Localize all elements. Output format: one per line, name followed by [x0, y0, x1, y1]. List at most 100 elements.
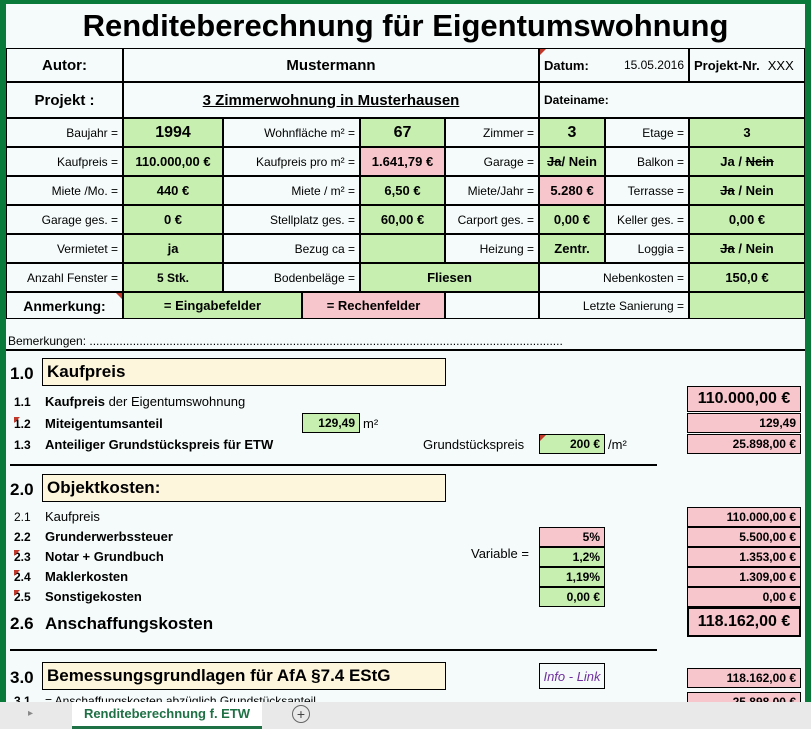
wohnflaeche-label: Wohnfläche m² =: [223, 118, 360, 147]
wohnflaeche-input[interactable]: 67: [360, 118, 445, 147]
garage-ja: Ja: [547, 154, 562, 169]
grundstueck-anteil-value: 25.898,00 €: [687, 434, 801, 454]
row-3-1-number: 3.1: [14, 694, 31, 702]
spreadsheet: Renditeberechnung für Eigentumswohnung A…: [6, 4, 805, 702]
objektkosten-value: 110.000,00 €: [687, 507, 801, 527]
projektnr-value: XXX: [767, 57, 794, 73]
terrasse-label: Terrasse =: [605, 176, 689, 205]
zimmer-input[interactable]: 3: [539, 118, 605, 147]
fenster-label: Anzahl Fenster =: [6, 263, 123, 292]
legend-calc-fields: = Rechenfelder: [302, 292, 445, 319]
etage-label: Etage =: [605, 118, 689, 147]
objektkosten-row-number: 2.5: [14, 590, 31, 604]
objektkosten-value: 1.309,00 €: [687, 567, 801, 587]
kaufpreis-input[interactable]: 110.000,00 €: [123, 147, 223, 176]
row-1-1-label: Kaufpreis der Eigentumswohnung: [45, 394, 245, 409]
boden-label: Bodenbeläge =: [223, 263, 360, 292]
vermietet-input[interactable]: ja: [123, 234, 223, 263]
objektkosten-row-label: Kaufpreis: [45, 509, 100, 524]
etage-input[interactable]: 3: [689, 118, 805, 147]
vermietet-label: Vermietet =: [6, 234, 123, 263]
miete-jahr-value: 5.280 €: [539, 176, 605, 205]
row-1-1-bold: Kaufpreis: [45, 394, 105, 409]
sanierung-input[interactable]: [689, 292, 805, 319]
section-1-number: 1.0: [10, 364, 34, 383]
projektnr-label: Projekt-Nr.: [694, 57, 760, 73]
objektkosten-value: 0,00 €: [687, 587, 801, 607]
objektkosten-row-number: 2.3: [14, 550, 31, 564]
objektkosten-row-label: Sonstigekosten: [45, 589, 142, 604]
row-1-1-number: 1.1: [14, 395, 31, 409]
bezug-input[interactable]: [360, 234, 445, 263]
objektkosten-row-label: Notar + Grundbuch: [45, 549, 164, 564]
carport-input[interactable]: 0,00 €: [539, 205, 605, 234]
terrasse-nein: Nein: [745, 183, 774, 198]
objektkosten-row-number: 2.4: [14, 570, 31, 584]
projektnr-cell[interactable]: Projekt-Nr. XXX: [689, 48, 805, 82]
balkon-toggle[interactable]: Ja / Nein: [689, 147, 805, 176]
miteigentum-input[interactable]: 129,49: [302, 413, 360, 433]
miete-qm-input[interactable]: 6,50 €: [360, 176, 445, 205]
loggia-toggle[interactable]: Ja / Nein: [689, 234, 805, 263]
objektkosten-rate[interactable]: 1,2%: [539, 547, 605, 567]
datum-value: 15.05.2016: [623, 58, 684, 72]
row-1-1-rest: der Eigentumswohnung: [104, 394, 246, 409]
nebenkosten-input[interactable]: 150,0 €: [689, 263, 805, 292]
sheet-tab-bar: ▸ Renditeberechnung f. ETW +: [0, 702, 811, 729]
baujahr-input[interactable]: 1994: [123, 118, 223, 147]
kaufpreis-total: 110.000,00 €: [687, 386, 801, 412]
stellplatz-input[interactable]: 60,00 €: [360, 205, 445, 234]
keller-input[interactable]: 0,00 €: [689, 205, 805, 234]
keller-label: Keller ges. =: [605, 205, 689, 234]
terrasse-toggle[interactable]: Ja / Nein: [689, 176, 805, 205]
autor-value[interactable]: Mustermann: [123, 48, 539, 82]
sheet-tab-renditeberechnung[interactable]: Renditeberechnung f. ETW: [72, 702, 262, 729]
row-1-2-label: Miteigentumsanteil: [45, 416, 163, 431]
plus-circle-icon[interactable]: +: [292, 705, 310, 723]
garage-ges-input[interactable]: 0 €: [123, 205, 223, 234]
objektkosten-rate[interactable]: 1,19%: [539, 567, 605, 587]
garage-sep: /: [561, 154, 566, 169]
baujahr-label: Baujahr =: [6, 118, 123, 147]
miteigentum-value: 129,49: [687, 413, 801, 433]
garage-nein: Nein: [568, 154, 597, 169]
section-2-number: 2.0: [10, 480, 34, 499]
objektkosten-row-number: 2.2: [14, 530, 31, 544]
miete-mo-input[interactable]: 440 €: [123, 176, 223, 205]
bemerkungen-line[interactable]: Bemerkungen: ...........................…: [8, 334, 563, 348]
miete-mo-label: Miete /Mo. =: [6, 176, 123, 205]
row-1-3-number: 1.3: [14, 438, 31, 452]
garage-toggle[interactable]: Ja / Nein: [539, 147, 605, 176]
legend-input-fields: = Eingabefelder: [123, 292, 302, 319]
projekt-value[interactable]: 3 Zimmerwohnung in Musterhausen: [123, 82, 539, 118]
stellplatz-label: Stellplatz ges. =: [223, 205, 360, 234]
variable-label: Variable =: [471, 546, 529, 561]
info-link[interactable]: Info - Link: [539, 663, 605, 689]
objektkosten-rate[interactable]: 0,00 €: [539, 587, 605, 607]
row-1-3-label: Anteiliger Grundstückspreis für ETW: [45, 437, 274, 452]
balkon-sep: /: [738, 154, 742, 169]
objektkosten-row-number: 2.1: [14, 510, 31, 524]
section-2-title: Objektkosten:: [42, 474, 446, 502]
divider: [6, 349, 805, 351]
datum-cell[interactable]: Datum: 15.05.2016: [539, 48, 689, 82]
row-3-1-label: = Anschaffungskosten abzüglich Grundstüc…: [45, 694, 316, 702]
row-1-2-number: 1.2: [14, 417, 31, 431]
anschaffungskosten-total: 118.162,00 €: [687, 607, 801, 637]
heizung-label: Heizung =: [445, 234, 539, 263]
datum-label: Datum:: [544, 57, 589, 73]
triangle-right-icon[interactable]: ▸: [28, 708, 34, 719]
empty-cell: [445, 292, 539, 319]
row-1-2-unit: m²: [363, 416, 379, 431]
boden-input[interactable]: Fliesen: [360, 263, 539, 292]
heizung-input[interactable]: Zentr.: [539, 234, 605, 263]
fenster-input[interactable]: 5 Stk.: [123, 263, 223, 292]
dateiname-label[interactable]: Dateiname:: [539, 82, 805, 118]
row-2-6-number: 2.6: [10, 614, 34, 633]
grundstueckspreis-input[interactable]: 200 €: [539, 434, 605, 454]
objektkosten-rate: 5%: [539, 527, 605, 547]
terrasse-sep: /: [738, 183, 742, 198]
garage-label: Garage =: [445, 147, 539, 176]
row-3-1-value: 25.898,00 €: [687, 692, 801, 702]
miete-jahr-label: Miete/Jahr =: [445, 176, 539, 205]
